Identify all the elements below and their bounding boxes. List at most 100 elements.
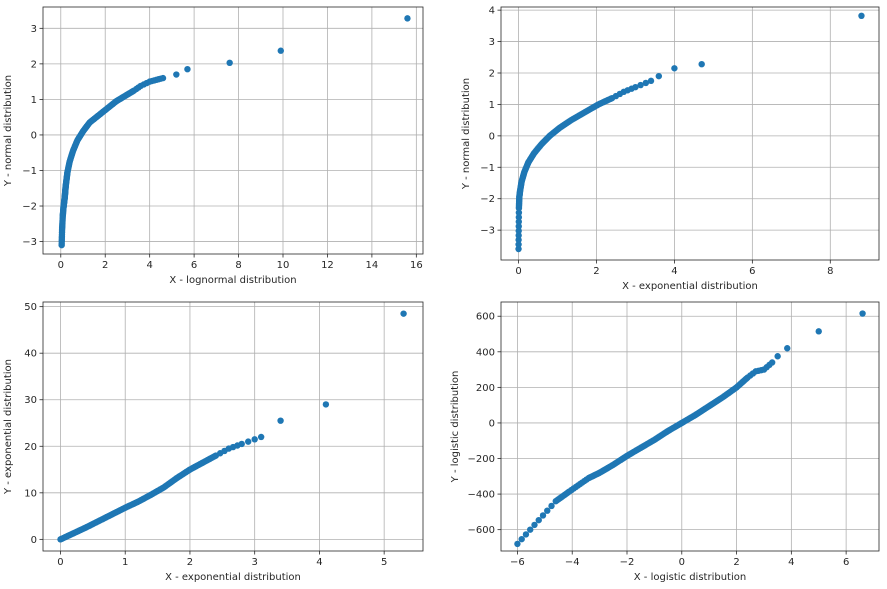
data-point: [698, 60, 705, 68]
data-point: [257, 433, 265, 441]
y-tick-label: 400: [476, 347, 495, 358]
x-tick-label: 0: [679, 557, 685, 568]
data-point: [655, 72, 663, 80]
data-point: [277, 417, 284, 424]
y-axis-label: Y - normal distribution: [3, 75, 14, 187]
y-tick-label: 30: [24, 395, 37, 406]
y-tick-label: 2: [31, 59, 37, 70]
x-tick-label: 2: [733, 557, 739, 568]
x-tick-label: 0: [57, 557, 63, 568]
y-tick-label: −3: [480, 226, 495, 237]
data-point: [768, 359, 776, 366]
y-tick-label: −3: [22, 237, 37, 248]
y-tick-label: −200: [468, 454, 495, 465]
y-tick-label: 3: [489, 37, 495, 48]
data-point: [535, 516, 542, 524]
data-point: [815, 328, 822, 335]
subplot-2: 0 2 4 6 8 −3 −2 −1 0 1 2 3 4 X - exponential distribu…: [461, 6, 880, 292]
data-point: [642, 79, 650, 87]
x-tick-label: 4: [671, 266, 677, 277]
data-point: [515, 223, 522, 230]
y-tick-label: 0: [31, 130, 37, 141]
x-tick-label: 4: [316, 557, 322, 568]
data-point: [404, 15, 411, 22]
x-tick-label: 0: [58, 260, 64, 271]
data-point: [238, 440, 245, 448]
data-point: [522, 531, 530, 538]
x-tick-label: 1: [122, 557, 128, 568]
y-tick-label: 600: [476, 312, 495, 323]
x-tick-label: 16: [410, 260, 423, 271]
x-tick-label: 6: [843, 557, 849, 568]
x-axis-label: X - lognormal distribution: [169, 275, 296, 286]
x-tick-label: 14: [366, 260, 379, 271]
subplot-4: −6 −4 −2 0 2 4 6 −600 −400 −200 0 200 400 600 X - logi…: [450, 301, 880, 583]
x-tick-label: 6: [749, 266, 755, 277]
y-tick-label: 0: [31, 535, 37, 546]
x-axis-label: X - exponential distribution: [165, 572, 301, 583]
x-tick-label: 5: [381, 557, 387, 568]
axes-frame: [42, 301, 424, 552]
y-tick-label: 200: [476, 383, 495, 394]
data-point: [544, 507, 551, 514]
x-tick-label: 2: [593, 266, 599, 277]
data-point: [515, 232, 522, 239]
data-point: [515, 236, 522, 244]
data-point: [518, 535, 525, 543]
x-tick-label: −2: [620, 557, 635, 568]
data-point: [184, 65, 191, 73]
axes-frame: [500, 6, 880, 261]
data-point: [159, 74, 167, 82]
data-point: [515, 227, 522, 235]
x-tick-label: 2: [102, 260, 108, 271]
data-point: [400, 310, 407, 317]
x-tick-label: 12: [321, 260, 334, 271]
y-tick-label: −2: [480, 194, 495, 205]
axes-frame: [42, 6, 424, 255]
y-axis-label: Y - logistic distribution: [450, 371, 461, 484]
x-tick-label: 6: [191, 260, 197, 271]
x-tick-label: 8: [827, 266, 833, 277]
data-point: [173, 71, 180, 78]
data-point: [515, 209, 523, 216]
data-point: [514, 540, 521, 548]
data-point: [784, 345, 791, 352]
data-point: [637, 81, 644, 89]
x-axis-label: X - logistic distribution: [634, 572, 746, 583]
data-point: [531, 521, 538, 529]
data-point: [548, 502, 555, 510]
y-axis-label: Y - normal distribution: [461, 78, 472, 190]
data-point: [774, 353, 781, 360]
x-tick-label: −6: [510, 557, 525, 568]
data-point: [515, 218, 522, 225]
y-tick-label: 2: [489, 69, 495, 80]
data-point: [858, 12, 865, 19]
x-tick-label: 0: [515, 266, 521, 277]
x-tick-label: 4: [788, 557, 794, 568]
data-point: [245, 438, 252, 445]
y-tick-label: 1: [31, 95, 37, 106]
data-point: [322, 401, 330, 408]
x-tick-label: 3: [251, 557, 257, 568]
x-tick-label: 8: [235, 260, 241, 271]
x-tick-label: 10: [277, 260, 290, 271]
y-tick-label: 1: [489, 100, 495, 111]
y-tick-label: 20: [24, 442, 37, 453]
data-point: [859, 310, 866, 317]
data-point: [277, 47, 284, 54]
y-tick-label: 50: [24, 302, 37, 313]
data-point: [647, 77, 655, 85]
data-point: [515, 214, 523, 221]
x-tick-label: 4: [146, 260, 152, 271]
y-tick-label: 0: [489, 418, 495, 429]
y-tick-label: 3: [31, 24, 37, 35]
y-tick-label: 10: [24, 488, 37, 499]
data-point: [632, 83, 639, 91]
y-tick-label: −1: [22, 166, 37, 177]
y-tick-label: −2: [22, 202, 37, 213]
data-point: [527, 526, 534, 533]
x-tick-label: −4: [565, 557, 580, 568]
